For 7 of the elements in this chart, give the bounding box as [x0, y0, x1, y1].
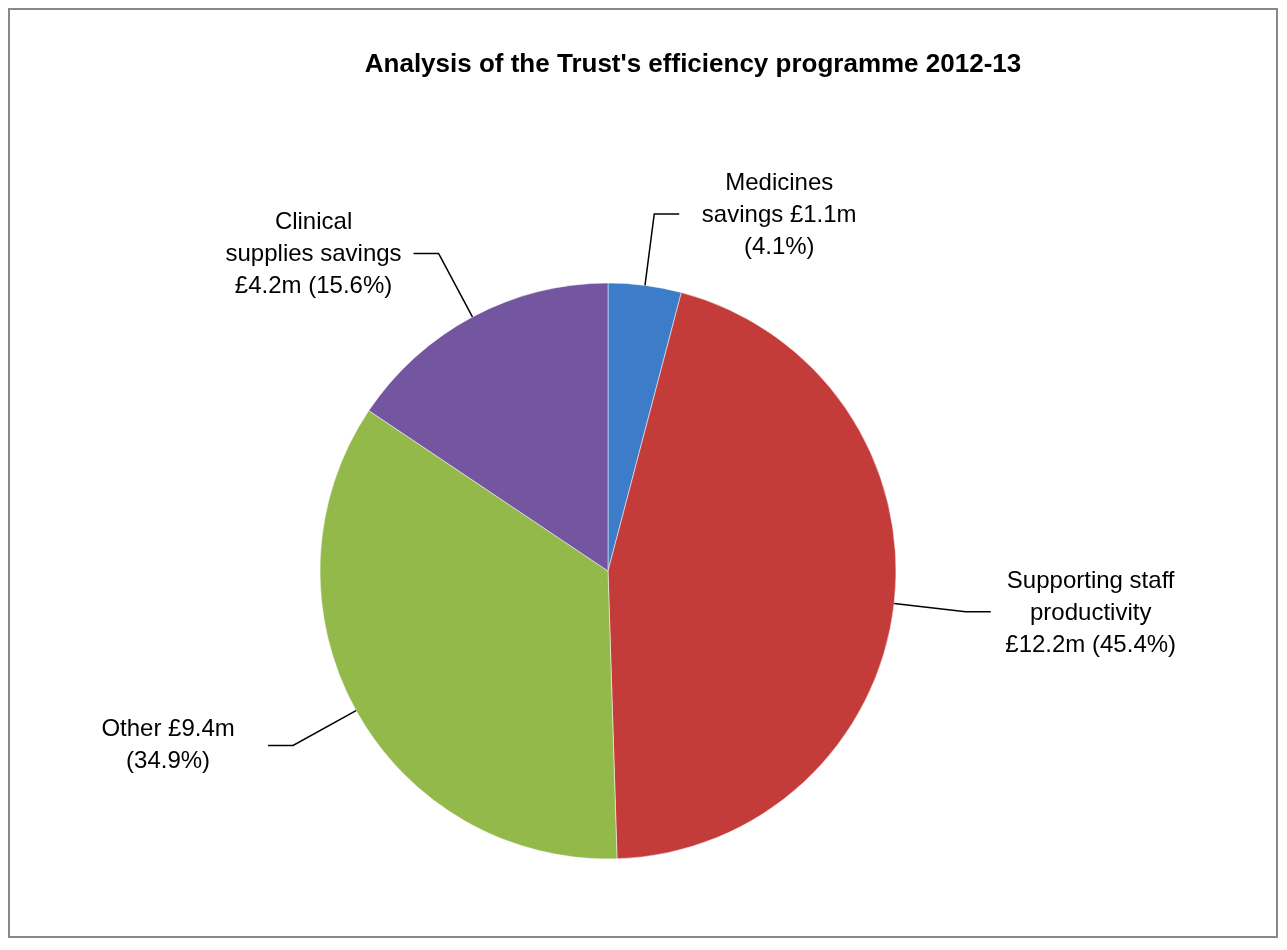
slice-label: Medicines savings £1.1m [701, 168, 857, 228]
slice-label: Supporting staff productivity £12.2m (45.4%) [1005, 565, 1177, 657]
slice-label: Other £9.4m [101, 714, 235, 742]
data-label: (4.1%) [743, 232, 815, 260]
slice-label: Clinical supplies savings £4.2m (15.6%) [225, 207, 402, 299]
chart-title: Analysis of the Trust's efficiency programme 2012-13 [364, 48, 1022, 78]
data-label: (34.9%) [126, 746, 211, 774]
